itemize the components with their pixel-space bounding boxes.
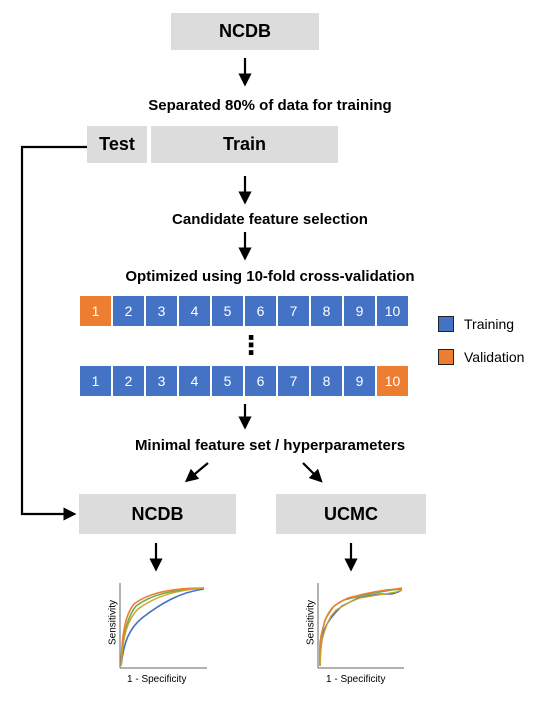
roc-right-curve-green — [319, 588, 403, 666]
fold-cell: 6 — [245, 296, 276, 326]
fold-cell: 9 — [344, 296, 375, 326]
fold-cell: 3 — [146, 296, 177, 326]
roc-right-curve-blue — [319, 589, 403, 666]
legend-validation-label: Validation — [464, 349, 525, 365]
roc-left-ylabel: Sensitivity — [107, 600, 119, 646]
fold-cell: 2 — [113, 366, 144, 396]
fold-cell: 9 — [344, 366, 375, 396]
fold-cell: 1 — [80, 366, 111, 396]
legend-training: Training — [438, 316, 514, 332]
fold-cell: 7 — [278, 296, 309, 326]
fold-cell: 10 — [377, 366, 408, 396]
roc-right-xlabel: 1 - Specificity — [326, 674, 386, 685]
roc-left-xlabel: 1 - Specificity — [127, 674, 187, 685]
fold-cell: 10 — [377, 296, 408, 326]
fold-cell: 1 — [80, 296, 111, 326]
minimal-feature-label: Minimal feature set / hyperparameters — [134, 437, 406, 454]
feature-selection-label: Candidate feature selection — [172, 211, 368, 228]
legend-validation: Validation — [438, 349, 524, 365]
fold-cell: 5 — [212, 366, 243, 396]
validation-swatch — [438, 349, 454, 365]
fold-cell: 4 — [179, 366, 210, 396]
fold-row-first: 1 2 3 4 5 6 7 8 9 10 — [80, 296, 410, 326]
roc-left-curve-blue — [120, 588, 205, 667]
ellipsis-vertical: ⋮ — [238, 330, 264, 360]
test-box: Test — [87, 126, 147, 163]
training-swatch — [438, 316, 454, 332]
fold-cell: 8 — [311, 366, 342, 396]
cross-validation-label: Optimized using 10-fold cross-validation — [125, 268, 415, 285]
fold-cell: 5 — [212, 296, 243, 326]
roc-right-ylabel: Sensitivity — [305, 600, 317, 646]
fold-cell: 8 — [311, 296, 342, 326]
roc-right-curve-orange — [319, 587, 403, 666]
ncdb-eval-box: NCDB — [79, 494, 236, 534]
train-box: Train — [151, 126, 338, 163]
legend-training-label: Training — [464, 316, 515, 332]
arrow-to-ucmc — [302, 462, 323, 483]
roc-left-chart — [119, 583, 207, 669]
fold-cell: 3 — [146, 366, 177, 396]
test-connector — [20, 145, 87, 521]
fold-cell: 6 — [245, 366, 276, 396]
arrow-to-ncdb — [184, 462, 209, 483]
roc-left-curve-gold — [120, 587, 205, 667]
roc-right-curve-gold — [319, 589, 403, 667]
fold-cell: 7 — [278, 366, 309, 396]
split-step-label: Separated 80% of data for training — [148, 97, 392, 114]
fold-cell: 4 — [179, 296, 210, 326]
fold-cell: 2 — [113, 296, 144, 326]
ncdb-top-box: NCDB — [171, 13, 319, 50]
roc-left-curve-orange — [120, 587, 205, 667]
fold-row-last: 1 2 3 4 5 6 7 8 9 10 — [80, 366, 410, 396]
ucmc-eval-box: UCMC — [276, 494, 426, 534]
roc-right-chart — [317, 583, 404, 669]
